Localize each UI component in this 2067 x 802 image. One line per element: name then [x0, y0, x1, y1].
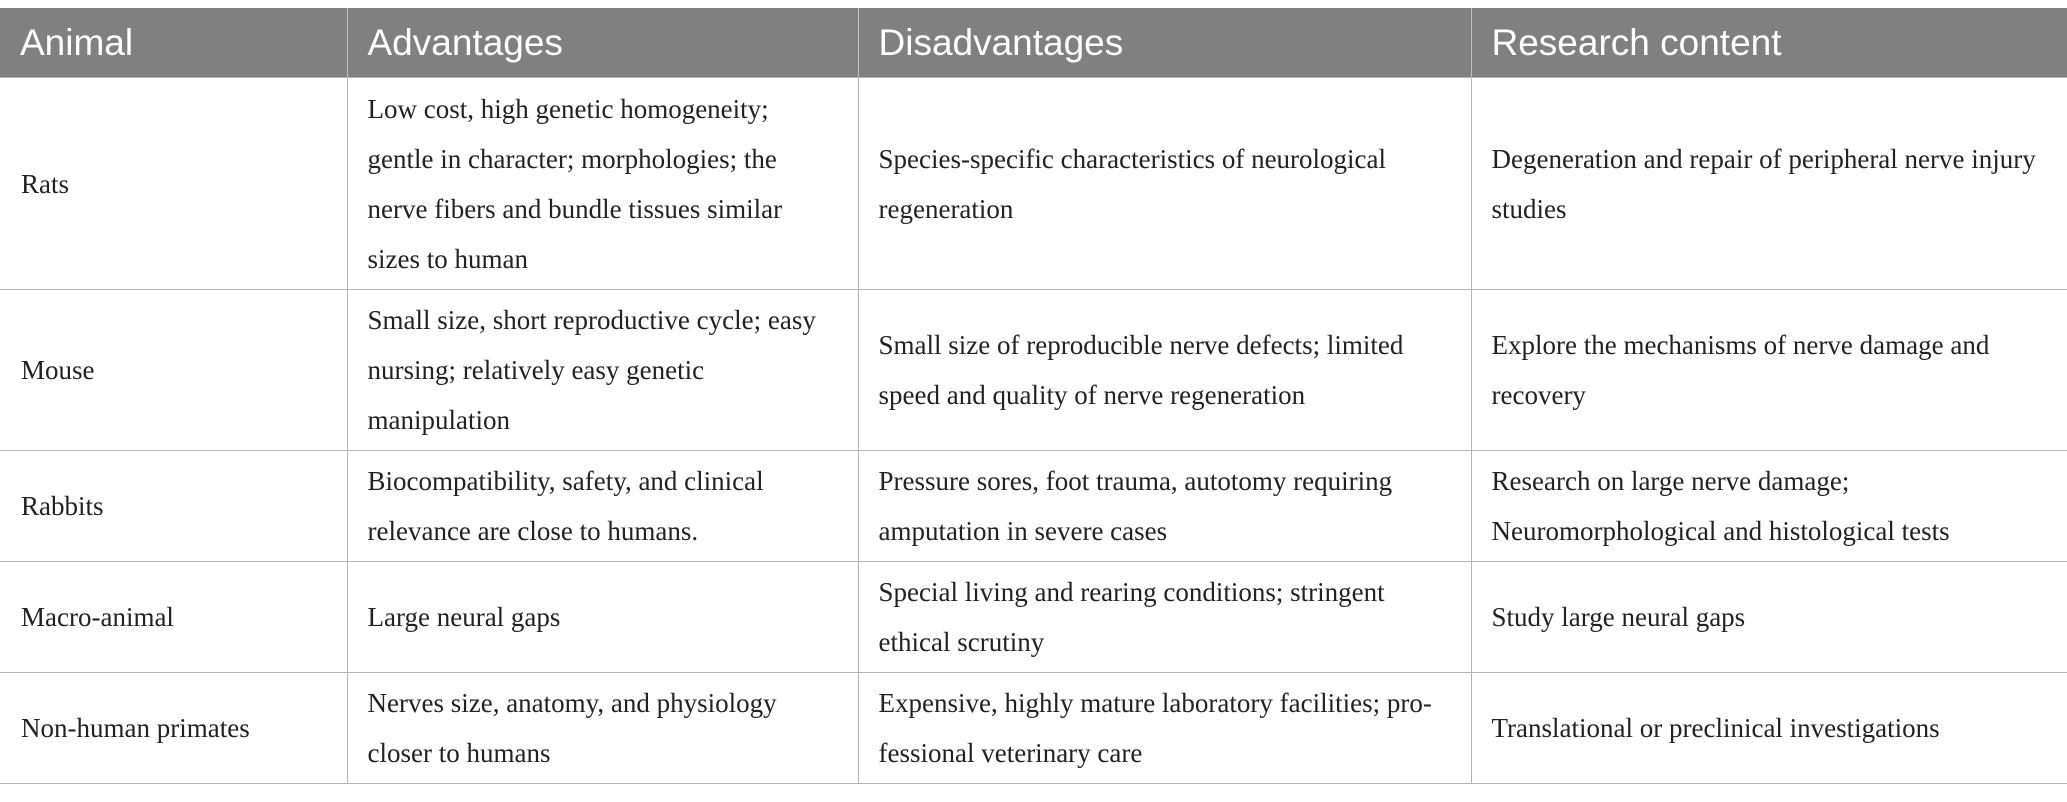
cell-research-content: Explore the mechanisms of nerve damage a…	[1470, 289, 2067, 451]
table-header: Animal Advantages Disadvantages Research…	[0, 8, 2067, 78]
table-row: Mouse Small size, short reproductive cyc…	[0, 289, 2067, 451]
cell-advantages: Large neural gaps	[346, 561, 859, 673]
cell-research-content: Translational or preclinical investigati…	[1470, 672, 2067, 784]
table-row: Macro-animal Large neural gaps Special l…	[0, 561, 2067, 673]
cell-disadvantages: Expensive, highly mature laboratory faci…	[857, 672, 1472, 784]
header-advantages: Advantages	[346, 8, 858, 78]
table-row: Non-human primates Nerves size, anatomy,…	[0, 672, 2067, 784]
cell-animal: Non-human primates	[0, 672, 348, 784]
cell-disadvantages: Pressure sores, foot trauma, autotomy re…	[857, 450, 1472, 562]
header-research-content: Research content	[1470, 8, 2067, 78]
cell-animal: Rabbits	[0, 450, 348, 562]
header-animal: Animal	[0, 8, 347, 78]
cell-advantages: Low cost, high genetic homogeneity; gent…	[346, 77, 859, 290]
header-row: Animal Advantages Disadvantages Research…	[0, 8, 2067, 78]
cell-disadvantages: Special living and rearing conditions; s…	[857, 561, 1472, 673]
cell-disadvantages: Species-specific characteristics of neur…	[857, 77, 1472, 290]
comparison-table-container: Animal Advantages Disadvantages Research…	[0, 8, 2067, 784]
cell-research-content: Degeneration and repair of peripheral ne…	[1470, 77, 2067, 290]
cell-animal: Mouse	[0, 289, 348, 451]
animal-model-comparison-table: Animal Advantages Disadvantages Research…	[0, 8, 2067, 784]
table-row: Rabbits Biocompatibility, safety, and cl…	[0, 450, 2067, 562]
cell-advantages: Nerves size, anatomy, and physiology clo…	[346, 672, 859, 784]
cell-animal: Rats	[0, 77, 348, 290]
table-row: Rats Low cost, high genetic homogeneity;…	[0, 77, 2067, 290]
table-body: Rats Low cost, high genetic homogeneity;…	[0, 77, 2067, 784]
cell-advantages: Small size, short reproductive cycle; ea…	[346, 289, 859, 451]
cell-disadvantages: Small size of reproducible nerve defects…	[857, 289, 1472, 451]
cell-research-content: Research on large nerve damage; Neuromor…	[1470, 450, 2067, 562]
cell-research-content: Study large neural gaps	[1470, 561, 2067, 673]
cell-advantages: Biocompatibility, safety, and clinical r…	[346, 450, 859, 562]
cell-animal: Macro-animal	[0, 561, 348, 673]
header-disadvantages: Disadvantages	[857, 8, 1471, 78]
